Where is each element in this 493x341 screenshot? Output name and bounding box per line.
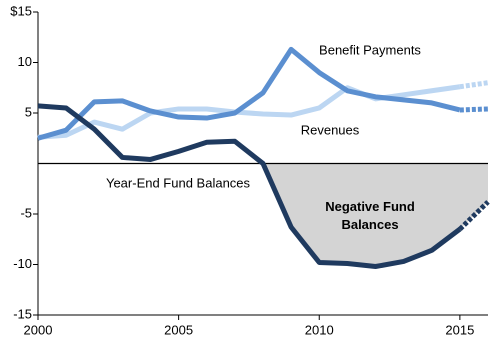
x-tick-label: 2005 (164, 322, 193, 337)
y-tick-label: -5 (20, 205, 32, 220)
series-line-projected (458, 200, 490, 231)
y-tick-label: -15 (13, 306, 32, 321)
series-label: Revenues (301, 122, 360, 137)
series-line (37, 46, 461, 141)
y-tick-label: -10 (13, 256, 32, 271)
series-line-projected (459, 80, 489, 90)
annotation-line: Negative Fund (325, 199, 415, 214)
series-label: Benefit Payments (319, 42, 421, 57)
x-tick-label: 2000 (24, 322, 53, 337)
y-tick-label: 10 (18, 54, 32, 69)
x-tick-label: 2010 (305, 322, 334, 337)
series-line (37, 84, 461, 140)
annotation-line: Balances (341, 217, 398, 232)
annotation: Negative Fund Balances (325, 199, 415, 232)
x-tick-label: 2015 (445, 322, 474, 337)
y-tick-label: 5 (25, 104, 32, 119)
y-tick-label: $15 (10, 3, 32, 18)
series-line (37, 103, 462, 270)
series-line-projected (459, 106, 489, 113)
negative-area (263, 163, 488, 267)
series-label: Year-End Fund Balances (106, 175, 251, 190)
